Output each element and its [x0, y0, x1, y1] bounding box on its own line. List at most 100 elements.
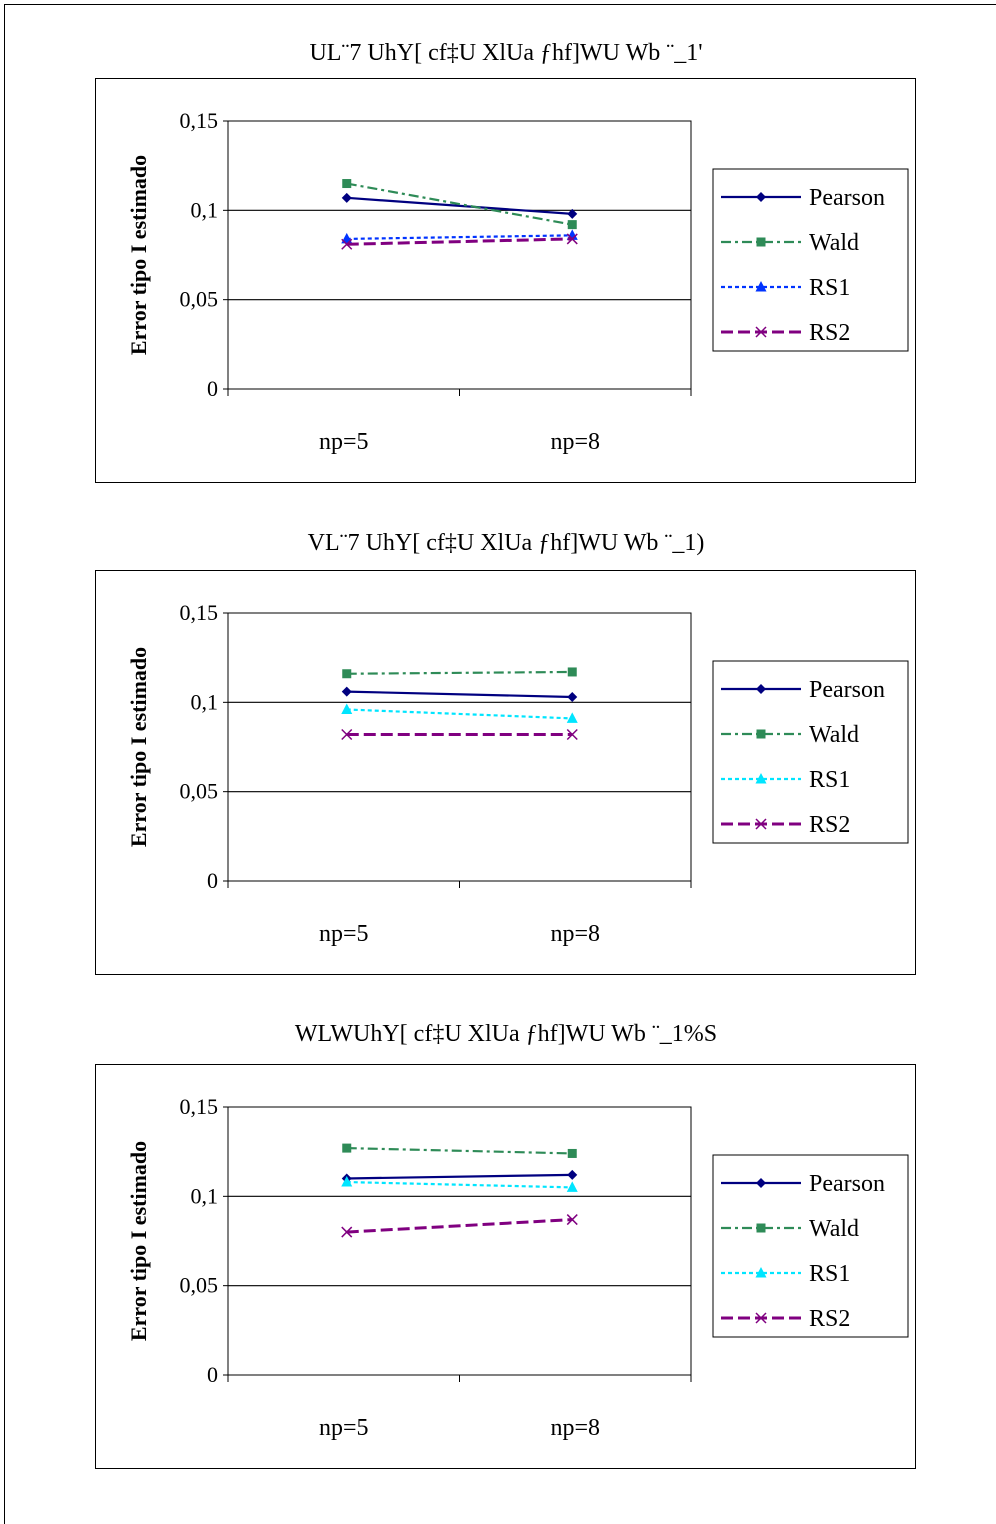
x-tick-label: np=5	[319, 1415, 369, 1441]
x-tick-label: np=5	[319, 429, 369, 455]
series-rs2	[341, 1214, 578, 1238]
y-tick-label: 0	[207, 376, 218, 401]
data-point	[566, 1181, 578, 1192]
y-tick-label: 0,1	[191, 197, 219, 222]
chart-1-title: UL¨7 UhY[ cf‡U XlUa ƒhf]WU Wb ¨_1'	[309, 40, 703, 66]
legend-marker	[755, 326, 767, 338]
data-point	[342, 1143, 352, 1153]
plot-area	[227, 1106, 692, 1376]
x-tick-label: np=8	[550, 429, 600, 455]
legend-label: Pearson	[809, 677, 885, 703]
chart-3-svg: 0 0,05 0,1 0,15 np=5 np=8 Error tipo I estimad…	[126, 1094, 909, 1441]
data-point	[341, 728, 353, 741]
legend-label: Wald	[809, 722, 859, 748]
chart-2: 0 0,05 0,1 0,15 np=5 np=8 Error tipo I estimad…	[95, 570, 916, 975]
y-tick-label: 0,05	[180, 287, 219, 312]
legend-marker	[755, 818, 767, 830]
chart-2-svg: 0 0,05 0,1 0,15 np=5 np=8 Error tipo I estimad…	[126, 600, 909, 947]
data-point	[341, 1176, 353, 1187]
legend-label: RS1	[809, 767, 850, 793]
y-tick-label: 0,05	[180, 779, 219, 804]
series-line	[346, 1180, 573, 1189]
chart-2-title: VL¨7 UhY[ cf‡U XlUa ƒhf]WU Wb ¨_1)	[307, 530, 705, 556]
series-line	[346, 182, 573, 226]
x-tick-label: np=8	[550, 921, 600, 947]
data-point	[566, 712, 578, 723]
chart-1-svg: 0 0,05 0,1 0,15 np=5 np=8 Error tipo I estimad…	[126, 108, 909, 455]
data-point	[567, 667, 577, 677]
y-axis-label: Error tipo I estimado	[126, 647, 151, 847]
legend-label: Wald	[809, 1216, 859, 1242]
chart-3: 0 0,05 0,1 0,15 np=5 np=8 Error tipo I estimad…	[95, 1064, 916, 1469]
data-point	[566, 728, 578, 741]
data-point	[567, 1169, 578, 1180]
legend-marker	[755, 281, 767, 292]
data-point	[342, 669, 352, 679]
data-point	[341, 686, 352, 697]
series-line	[346, 708, 573, 720]
data-point	[567, 220, 577, 230]
data-point	[566, 233, 578, 245]
series-rs2	[341, 233, 578, 250]
legend-label: Pearson	[809, 1171, 885, 1197]
series-wald	[342, 1143, 577, 1158]
data-point	[342, 179, 352, 189]
plot-area	[227, 120, 692, 390]
data-point	[341, 238, 353, 250]
legend-label: RS2	[809, 1306, 850, 1332]
y-axis-label: Error tipo I estimado	[126, 1141, 151, 1341]
data-point	[341, 1226, 353, 1238]
series-rs2	[341, 728, 578, 741]
legend-marker	[755, 1312, 767, 1324]
series-line	[346, 1173, 573, 1180]
legend-marker	[755, 773, 767, 784]
series-wald	[342, 667, 577, 679]
series-line	[346, 1146, 573, 1155]
y-tick-label: 0,1	[191, 1183, 219, 1208]
legend-marker	[755, 1267, 767, 1278]
chart-1: 0 0,05 0,1 0,15 np=5 np=8 Error tipo I estimad…	[95, 78, 916, 483]
legend-label: RS2	[809, 320, 850, 346]
series-rs1	[341, 1176, 578, 1192]
series-line	[346, 1218, 573, 1234]
legend-marker	[756, 237, 766, 247]
data-point	[341, 703, 353, 714]
legend: Pearson Wald RS1 RS2	[712, 168, 909, 352]
data-point	[567, 1148, 577, 1158]
series-wald	[342, 179, 577, 230]
series-line	[346, 196, 573, 216]
legend-marker	[756, 192, 766, 202]
plot-area	[227, 612, 692, 882]
data-point	[566, 1214, 578, 1226]
series-line	[346, 237, 573, 246]
data-point	[567, 691, 578, 702]
x-tick-label: np=8	[550, 1415, 600, 1441]
data-point	[341, 192, 352, 203]
legend-marker	[756, 684, 766, 694]
y-tick-label: 0	[207, 868, 218, 893]
series-line	[346, 234, 573, 241]
legend-label: RS1	[809, 1261, 850, 1287]
legend-label: RS1	[809, 275, 850, 301]
y-tick-label: 0,15	[180, 600, 219, 625]
series-pearson	[341, 686, 578, 702]
series-line	[346, 670, 573, 675]
chart-3-title: WLWUhY[ cf‡U XlUa ƒhf]WU Wb ¨_1%S	[294, 1021, 718, 1047]
y-tick-label: 0,05	[180, 1273, 219, 1298]
legend-label: Pearson	[809, 185, 885, 211]
y-tick-label: 0,15	[180, 108, 219, 133]
legend-marker	[756, 1178, 766, 1188]
x-tick-label: np=5	[319, 921, 369, 947]
legend: Pearson Wald RS1 RS2	[712, 660, 909, 844]
series-line	[346, 690, 573, 699]
y-tick-label: 0	[207, 1362, 218, 1387]
legend-marker	[756, 1223, 766, 1233]
y-axis-label: Error tipo I estimado	[126, 155, 151, 355]
series-pearson	[341, 192, 578, 219]
legend-marker	[756, 729, 766, 739]
legend-label: Wald	[809, 230, 859, 256]
page-frame	[4, 4, 996, 1524]
legend: Pearson Wald RS1 RS2	[712, 1154, 909, 1338]
y-tick-label: 0,15	[180, 1094, 219, 1119]
y-tick-label: 0,1	[191, 689, 219, 714]
